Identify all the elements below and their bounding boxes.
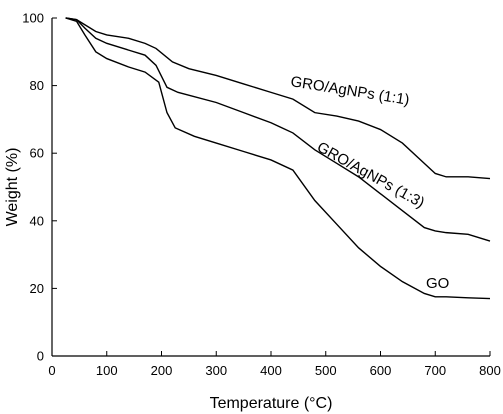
- x-tick-label: 200: [151, 363, 173, 378]
- series-line-2: [65, 17, 491, 300]
- y-axis-title: Weight (%): [4, 148, 21, 227]
- axes: 0 100 200 300 400 500 600 700 800 0 20 40 60 80 100: [22, 11, 501, 379]
- y-tick-label: 40: [30, 213, 44, 228]
- y-tick-label: 80: [30, 78, 44, 93]
- x-tick-label: 600: [370, 363, 392, 378]
- y-axis-ticks: 0 20 40 60 80 100: [22, 11, 57, 364]
- y-tick-label: 0: [37, 349, 44, 364]
- x-tick-label: 100: [96, 363, 118, 378]
- series-lines: [65, 17, 491, 300]
- y-tick-label: 20: [30, 281, 44, 296]
- x-tick-label: 300: [205, 363, 227, 378]
- x-axis-ticks: 0 100 200 300 400 500 600 700 800: [48, 351, 501, 378]
- annotation-go: GO: [426, 275, 449, 292]
- x-tick-label: 800: [479, 363, 501, 378]
- series-line-0: [65, 17, 491, 180]
- y-tick-label: 100: [22, 11, 44, 26]
- annotation-gro-agnps-1-1: GRO/AgNPs (1:1): [289, 73, 410, 109]
- x-tick-label: 400: [260, 363, 282, 378]
- x-tick-label: 0: [48, 363, 55, 378]
- series-line-1: [65, 17, 491, 242]
- x-axis-title: Temperature (°C): [210, 395, 333, 412]
- plot-area: [65, 17, 491, 300]
- x-tick-label: 700: [424, 363, 446, 378]
- y-tick-label: 60: [30, 146, 44, 161]
- x-tick-label: 500: [315, 363, 337, 378]
